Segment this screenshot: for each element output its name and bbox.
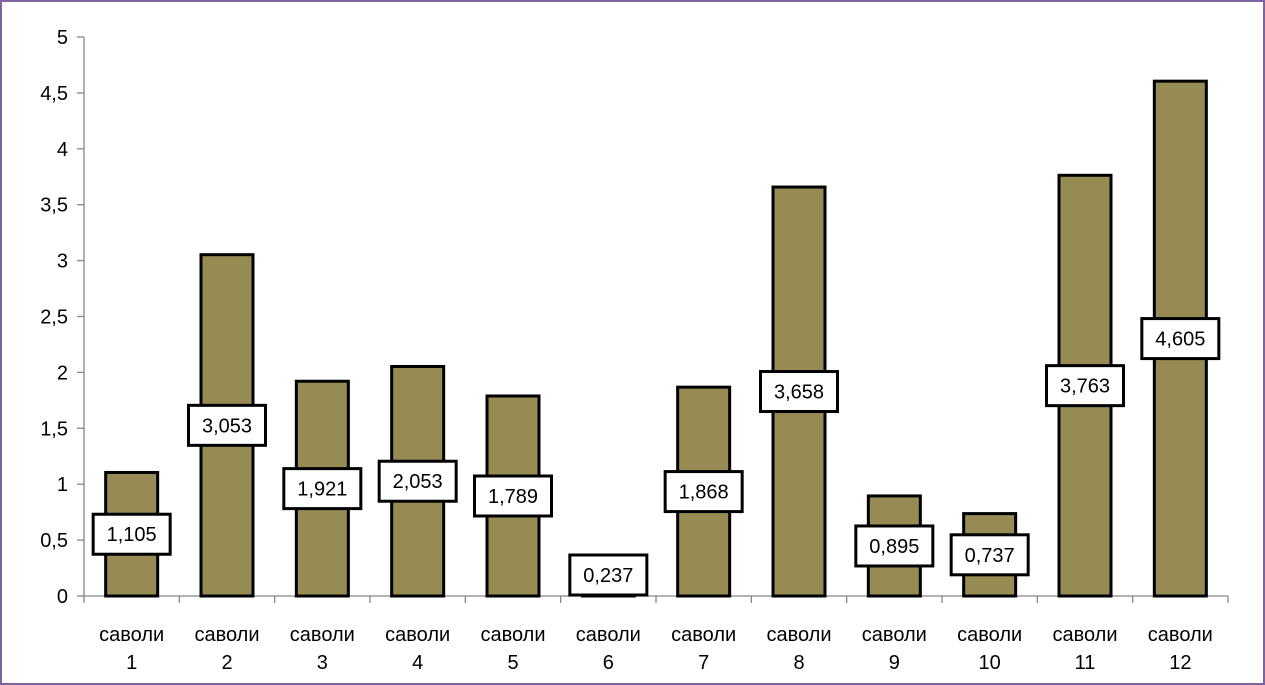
data-label: 0,895 — [869, 536, 919, 558]
y-tick-label: 4 — [57, 139, 68, 161]
data-label-box — [949, 533, 1030, 577]
data-label-box — [91, 512, 172, 556]
category-labels: саволи 1 саволи 2 саволи 3 саволи 4 саволи 5 савол… — [99, 624, 1213, 674]
data-label: 3,053 — [202, 415, 252, 437]
category-label-line2: 8 — [793, 652, 804, 674]
category-label-line2: 5 — [507, 652, 518, 674]
y-tick-label: 1,5 — [40, 418, 68, 440]
category-label-line1: саволи — [99, 624, 164, 646]
y-tick-label: 3,5 — [40, 195, 68, 217]
category-label-line1: саволи — [1052, 624, 1117, 646]
data-label: 3,658 — [774, 382, 824, 404]
category-label-line2: 4 — [412, 652, 423, 674]
category-label-line2: 10 — [979, 652, 1001, 674]
data-label-box — [1045, 364, 1125, 408]
category-label-line1: саволи — [385, 624, 450, 646]
data-label: 1,105 — [107, 524, 157, 546]
category-label-line1: саволи — [862, 624, 927, 646]
y-tick-label: 0,5 — [40, 530, 68, 552]
data-label-box — [1140, 317, 1221, 361]
data-label-box — [759, 370, 839, 414]
data-label-box — [473, 474, 553, 518]
data-label: 1,868 — [679, 482, 729, 504]
category-label-line1: саволи — [1148, 624, 1213, 646]
category-label-line2: 6 — [603, 652, 614, 674]
data-labels: 1,105 3,053 1,921 2,053 1,789 0,237 1,868 3,658… — [91, 317, 1221, 597]
data-label-box — [663, 470, 744, 514]
y-tick-label: 3 — [57, 251, 68, 273]
data-label-box — [187, 403, 267, 447]
category-label-line2: 9 — [889, 652, 900, 674]
data-label: 0,237 — [583, 565, 633, 587]
y-tick-label: 0 — [57, 586, 68, 608]
category-label-line2: 11 — [1075, 652, 1096, 674]
data-label: 3,763 — [1060, 376, 1110, 398]
data-label: 4,605 — [1155, 329, 1205, 351]
category-label-line1: саволи — [671, 624, 736, 646]
category-label-line1: саволи — [480, 624, 545, 646]
data-label: 1,921 — [297, 479, 347, 501]
data-label: 0,737 — [965, 545, 1015, 567]
data-label-box — [377, 459, 458, 503]
data-label: 2,053 — [393, 471, 443, 493]
y-tick-label: 5 — [57, 27, 68, 49]
category-label-line2: 1 — [126, 652, 137, 674]
y-tick-label: 4,5 — [40, 83, 68, 105]
y-tick-label: 1 — [57, 474, 68, 496]
data-label: 1,789 — [488, 486, 538, 508]
category-label-line2: 7 — [698, 652, 709, 674]
category-label-line1: саволи — [957, 624, 1022, 646]
y-tick-label: 2 — [57, 362, 68, 384]
category-label-line2: 12 — [1169, 652, 1191, 674]
y-tick-label: 2,5 — [40, 307, 68, 329]
category-label-line1: саволи — [576, 624, 641, 646]
bars — [104, 79, 1208, 598]
data-label-box — [282, 467, 363, 511]
axes: 0 0,5 1 1,5 2 2,5 3 3,5 4 4,5 5 — [40, 27, 1229, 608]
category-label-line1: саволи — [290, 624, 355, 646]
category-label-line2: 2 — [221, 652, 232, 674]
category-label-line1: саволи — [194, 624, 259, 646]
category-label-line2: 3 — [317, 652, 328, 674]
data-label-box — [568, 553, 649, 597]
category-label-line1: саволи — [766, 624, 831, 646]
data-label-box — [854, 524, 935, 568]
